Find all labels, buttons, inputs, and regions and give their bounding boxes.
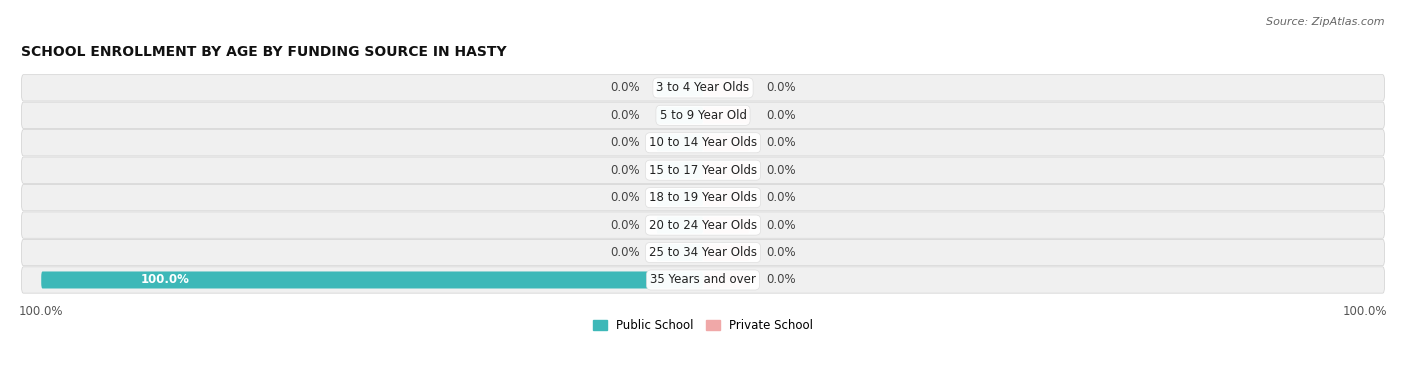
Text: 0.0%: 0.0%	[766, 164, 796, 177]
FancyBboxPatch shape	[657, 244, 703, 261]
Text: 0.0%: 0.0%	[766, 191, 796, 204]
Text: 0.0%: 0.0%	[766, 81, 796, 94]
Text: 20 to 24 Year Olds: 20 to 24 Year Olds	[650, 219, 756, 231]
FancyBboxPatch shape	[21, 184, 1385, 211]
Text: 15 to 17 Year Olds: 15 to 17 Year Olds	[650, 164, 756, 177]
FancyBboxPatch shape	[657, 134, 703, 151]
Text: 0.0%: 0.0%	[766, 219, 796, 231]
FancyBboxPatch shape	[21, 267, 1385, 293]
Text: 5 to 9 Year Old: 5 to 9 Year Old	[659, 109, 747, 122]
FancyBboxPatch shape	[657, 189, 703, 206]
Text: SCHOOL ENROLLMENT BY AGE BY FUNDING SOURCE IN HASTY: SCHOOL ENROLLMENT BY AGE BY FUNDING SOUR…	[21, 45, 508, 59]
Text: 0.0%: 0.0%	[766, 246, 796, 259]
Text: 0.0%: 0.0%	[610, 81, 640, 94]
FancyBboxPatch shape	[657, 162, 703, 179]
Text: 0.0%: 0.0%	[610, 191, 640, 204]
Text: 0.0%: 0.0%	[766, 273, 796, 287]
FancyBboxPatch shape	[703, 134, 749, 151]
Text: 100.0%: 100.0%	[141, 273, 190, 287]
FancyBboxPatch shape	[21, 75, 1385, 101]
FancyBboxPatch shape	[21, 130, 1385, 156]
FancyBboxPatch shape	[21, 212, 1385, 238]
Text: 0.0%: 0.0%	[610, 219, 640, 231]
Text: 10 to 14 Year Olds: 10 to 14 Year Olds	[650, 136, 756, 149]
Text: 0.0%: 0.0%	[610, 109, 640, 122]
FancyBboxPatch shape	[703, 271, 749, 288]
Text: 3 to 4 Year Olds: 3 to 4 Year Olds	[657, 81, 749, 94]
FancyBboxPatch shape	[21, 157, 1385, 183]
FancyBboxPatch shape	[703, 107, 749, 124]
Text: 0.0%: 0.0%	[610, 246, 640, 259]
Text: 0.0%: 0.0%	[610, 164, 640, 177]
FancyBboxPatch shape	[657, 107, 703, 124]
Text: 35 Years and over: 35 Years and over	[650, 273, 756, 287]
Text: 25 to 34 Year Olds: 25 to 34 Year Olds	[650, 246, 756, 259]
FancyBboxPatch shape	[21, 102, 1385, 129]
Text: 0.0%: 0.0%	[766, 109, 796, 122]
Text: 0.0%: 0.0%	[766, 136, 796, 149]
Text: Source: ZipAtlas.com: Source: ZipAtlas.com	[1267, 17, 1385, 27]
FancyBboxPatch shape	[657, 216, 703, 234]
Text: 18 to 19 Year Olds: 18 to 19 Year Olds	[650, 191, 756, 204]
FancyBboxPatch shape	[703, 79, 749, 97]
Legend: Public School, Private School: Public School, Private School	[588, 314, 818, 337]
Text: 0.0%: 0.0%	[610, 136, 640, 149]
FancyBboxPatch shape	[21, 239, 1385, 266]
FancyBboxPatch shape	[703, 162, 749, 179]
FancyBboxPatch shape	[703, 216, 749, 234]
FancyBboxPatch shape	[703, 244, 749, 261]
FancyBboxPatch shape	[703, 189, 749, 206]
FancyBboxPatch shape	[41, 271, 703, 288]
FancyBboxPatch shape	[657, 79, 703, 97]
